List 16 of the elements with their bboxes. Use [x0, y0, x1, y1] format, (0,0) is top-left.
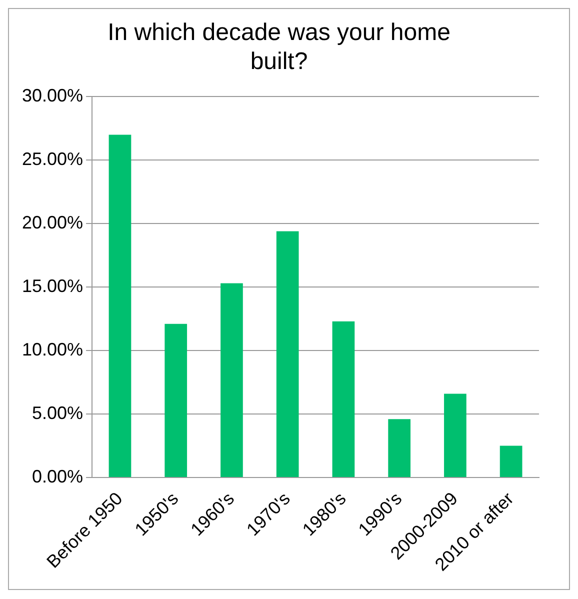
- bar: [164, 324, 188, 478]
- y-tick-label: 20.00%: [22, 212, 84, 233]
- y-tick-label: 10.00%: [22, 340, 84, 360]
- bar: [276, 231, 299, 478]
- y-tick-label: 5.00%: [32, 403, 84, 424]
- bar: [332, 321, 355, 478]
- y-tick-label: 30.00%: [22, 86, 84, 106]
- bar: [444, 394, 466, 478]
- y-tick-label: 15.00%: [22, 276, 84, 296]
- bar: [108, 134, 132, 478]
- y-tick-label: 25.00%: [22, 149, 84, 170]
- bar: [500, 446, 522, 478]
- bar: [388, 419, 410, 478]
- chart-title: In which decade was your home built?: [108, 19, 450, 75]
- y-tick-label: 0.00%: [32, 466, 84, 487]
- bar: [220, 283, 243, 478]
